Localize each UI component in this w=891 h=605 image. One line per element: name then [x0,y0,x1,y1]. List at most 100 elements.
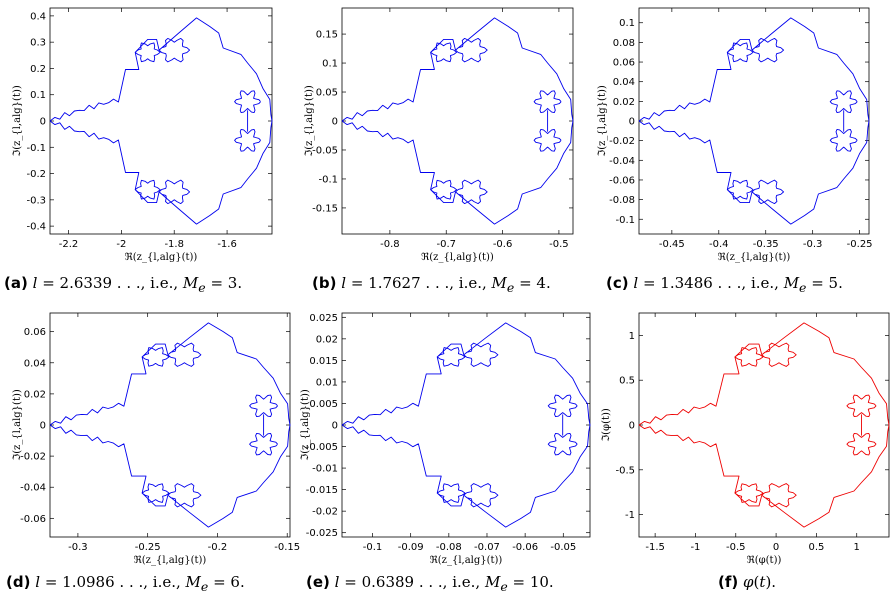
x-tick-label: -0.5 [549,239,569,250]
y-tick-label: 0 [629,117,635,128]
x-tick-label: -1 [690,542,700,553]
fractal-boundary-curve [341,322,591,528]
caption-a: (a) l = 2.6339 . . ., i.e., Me = 3. [4,274,242,295]
x-tick-label: -0.4 [709,239,729,250]
y-tick-label: 0.1 [30,90,46,101]
x-tick-label: -0.5 [726,542,746,553]
y-tick-label: -0.1 [615,215,635,226]
chart-panel-e: -0.1 -0.09 -0.08 -0.07 -0.06 -0.05 -0.025 -0.02… [297,305,597,605]
y-tick-label: 0.04 [24,358,46,369]
x-tick-label: -0.1 [363,542,383,553]
caption-c-label: (c) [606,274,629,292]
x-tick-label: -0.06 [512,542,538,553]
fractal-boundary-curve [341,17,574,225]
x-axis-label: ℜ(z_{l,alg}(t)) [125,252,198,263]
x-tick-label: -2.2 [59,239,79,250]
plot-frame [638,312,890,538]
x-tick-label: -1.6 [217,239,237,250]
y-tick-label: -0.02 [609,136,635,147]
y-tick-label: -0.04 [20,483,46,494]
y-tick-label: 0.08 [613,38,635,49]
y-tick-label: -0.02 [20,452,46,463]
y-tick-label: 0.02 [613,97,635,108]
y-tick-label: -0.3 [26,195,46,206]
x-tick-label: -2 [116,239,126,250]
inner-bulb-curve [234,128,261,152]
x-tick-label: 0 [773,542,779,553]
x-axis-label: ℜ(z_{l,alg}(t)) [718,252,791,263]
x-tick-label: -0.8 [380,239,400,250]
inner-bulb-curve [533,128,562,152]
y-tick-label: 0.5 [619,376,635,387]
x-tick-label: -0.08 [436,542,462,553]
fractal-boundary-curve [49,17,273,225]
inner-bulb-curve [829,128,858,152]
y-axis-label: ℑ(z_{l,alg}(t)) [300,389,311,461]
fractal-boundary-curve [638,17,870,225]
caption-a-label: (a) [4,274,28,292]
y-tick-label: 0.05 [316,88,338,99]
chart-b-svg: -0.8 -0.7 -0.6 -0.5 -0.15 -0.1 -0.05 0 0.05 0.1 0.… [304,7,574,263]
y-tick-label: -0.06 [609,175,635,186]
chart-c-svg: -0.45 -0.4 -0.35 -0.3 -0.25 -0.1 -0.08 -0.06 -0.… [597,7,873,263]
caption-c: (c) l = 1.3486 . . ., i.e., Me = 5. [606,274,843,295]
inner-bulb-curve [249,432,278,456]
plot-frame [638,7,870,235]
inner-bulb-curve [249,394,278,418]
y-tick-label: -0.15 [312,203,338,214]
y-tick-label: 0.2 [30,64,46,75]
y-tick-label: 0.3 [30,38,46,49]
caption-e: (e) l = 0.6389 . . ., i.e., Me = 10. [306,573,554,594]
y-tick-label: 0 [40,117,46,128]
plot-frame [49,7,273,235]
chart-a-svg: -2.2 -2 -1.8 -1.6 -0.4 -0.3 -0.2 -0.1 0 0.1 0.2 0.3… [12,7,273,263]
x-tick-label: -0.2 [208,542,228,553]
x-tick-label: 1 [854,542,860,553]
y-tick-label: 1 [629,331,635,342]
y-tick-label: -0.1 [26,143,46,154]
x-tick-label: -1.8 [164,239,184,250]
y-axis-label: ℑ(z_{l,alg}(t)) [12,85,23,157]
inner-bulb-curve [547,394,578,418]
y-tick-label: -0.025 [306,528,338,539]
y-axis-label: ℑ(z_{l,alg}(t)) [304,85,315,157]
y-tick-label: 0.015 [309,356,338,367]
y-tick-label: -0.2 [26,169,46,180]
caption-f-text: φ(t). [743,573,777,591]
y-axis-label: ℑ(z_{l,alg}(t)) [597,85,608,157]
inner-bulb-curve [234,90,261,114]
y-tick-label: 0.02 [24,389,46,400]
y-axis-label: ℑ(φ(t)) [601,408,612,442]
y-tick-label: 0.025 [309,313,338,324]
caption-e-text: l = 0.6389 . . ., i.e., Me = 10. [334,573,554,594]
y-tick-label: -0.1 [318,174,338,185]
x-tick-label: -0.05 [550,542,576,553]
x-tick-label: -0.3 [803,239,823,250]
y-tick-label: 0.06 [613,58,635,69]
y-tick-label: -0.08 [609,195,635,206]
y-tick-label: -0.06 [20,514,46,525]
y-tick-label: 0.04 [613,77,635,88]
y-tick-label: 0 [332,421,338,432]
fractal-boundary-curve [49,322,291,528]
chart-panel-f: -1.5 -1 -0.5 0 0.5 1 -1 -0.5 0 0.5 1 ℜ(φ(t)) ℑ(φ(t)) [594,305,891,605]
x-tick-label: -0.3 [68,542,88,553]
y-tick-label: 0 [332,117,338,128]
y-tick-label: -0.04 [609,156,635,167]
x-tick-label: -0.25 [135,542,161,553]
plot-frame [341,7,574,235]
chart-d-svg: -0.3 -0.25 -0.2 -0.15 -0.06 -0.04 -0.02 0 0.02 0.… [12,312,300,566]
caption-c-text: l = 1.3486 . . ., i.e., Me = 5. [633,274,843,295]
x-axis-label: ℜ(z_{l,alg}(t)) [421,252,494,263]
y-tick-label: 0.02 [316,334,338,345]
y-tick-label: 0.15 [316,30,338,41]
caption-e-label: (e) [306,573,330,591]
y-tick-label: 0.005 [309,399,338,410]
x-tick-label: -0.45 [659,239,685,250]
caption-b: (b) l = 1.7627 . . ., i.e., Me = 4. [312,274,551,295]
caption-a-text: l = 2.6339 . . ., i.e., Me = 3. [32,274,243,295]
y-tick-label: 0 [40,421,46,432]
x-axis-label: ℜ(φ(t)) [747,555,782,566]
x-tick-label: 0.5 [808,542,824,553]
chart-panel-d: -0.3 -0.25 -0.2 -0.15 -0.06 -0.04 -0.02 0 0.02 0.… [0,305,300,605]
